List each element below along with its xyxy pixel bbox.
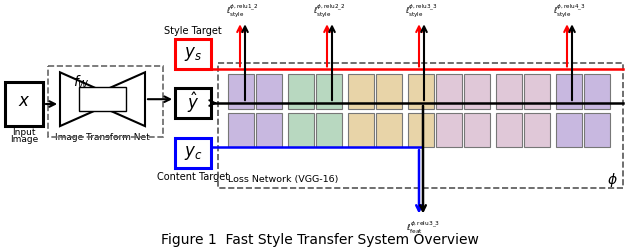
- Polygon shape: [102, 72, 145, 126]
- Text: Content Target: Content Target: [157, 172, 229, 182]
- Bar: [175, 138, 211, 168]
- Bar: [288, 113, 314, 147]
- Polygon shape: [60, 72, 102, 126]
- Text: $\ell^{\phi,\mathrm{relu3\_3}}_{\mathrm{feat}}$: $\ell^{\phi,\mathrm{relu3\_3}}_{\mathrm{…: [406, 219, 440, 236]
- Bar: [175, 88, 211, 118]
- Bar: [464, 113, 490, 147]
- Bar: [79, 87, 126, 111]
- Text: $y_c$: $y_c$: [184, 144, 202, 162]
- Bar: [376, 74, 402, 109]
- Text: $y_s$: $y_s$: [184, 45, 202, 63]
- Bar: [524, 113, 550, 147]
- Bar: [348, 74, 374, 109]
- Bar: [48, 66, 163, 137]
- Text: $x$: $x$: [18, 92, 30, 110]
- Bar: [584, 74, 610, 109]
- Bar: [436, 74, 462, 109]
- Text: Style Target: Style Target: [164, 26, 222, 36]
- Text: Input: Input: [12, 128, 36, 137]
- Bar: [218, 63, 623, 188]
- Bar: [256, 74, 282, 109]
- Text: $\ell^{\phi,\mathrm{relu1\_2}}_{\mathrm{style}}$: $\ell^{\phi,\mathrm{relu1\_2}}_{\mathrm{…: [226, 2, 259, 18]
- Text: $f_W$: $f_W$: [73, 73, 90, 90]
- Bar: [464, 74, 490, 109]
- Bar: [228, 113, 254, 147]
- Bar: [436, 113, 462, 147]
- Text: Loss Network (VGG-16): Loss Network (VGG-16): [228, 176, 339, 184]
- Bar: [496, 113, 522, 147]
- Bar: [584, 113, 610, 147]
- Text: Image Transform Net: Image Transform Net: [55, 133, 150, 142]
- Bar: [316, 74, 342, 109]
- Text: $\ell^{\phi,\mathrm{relu4\_3}}_{\mathrm{style}}$: $\ell^{\phi,\mathrm{relu4\_3}}_{\mathrm{…: [552, 2, 586, 18]
- Bar: [556, 113, 582, 147]
- Bar: [556, 74, 582, 109]
- Bar: [288, 74, 314, 109]
- Bar: [408, 74, 434, 109]
- Text: $\phi$: $\phi$: [607, 171, 618, 189]
- Bar: [408, 113, 434, 147]
- Bar: [524, 74, 550, 109]
- Text: $\ell^{\phi,\mathrm{relu3\_3}}_{\mathrm{style}}$: $\ell^{\phi,\mathrm{relu3\_3}}_{\mathrm{…: [404, 2, 438, 18]
- Text: Image: Image: [10, 135, 38, 144]
- Bar: [316, 113, 342, 147]
- Text: $\ell^{\phi,\mathrm{relu2\_2}}_{\mathrm{style}}$: $\ell^{\phi,\mathrm{relu2\_2}}_{\mathrm{…: [312, 2, 346, 18]
- Text: Figure 1  Fast Style Transfer System Overview: Figure 1 Fast Style Transfer System Over…: [161, 233, 479, 247]
- Bar: [256, 113, 282, 147]
- Bar: [376, 113, 402, 147]
- Bar: [496, 74, 522, 109]
- Bar: [348, 113, 374, 147]
- Bar: [228, 74, 254, 109]
- Bar: [5, 82, 43, 126]
- Text: $\hat{y}$: $\hat{y}$: [187, 91, 199, 115]
- Bar: [175, 39, 211, 70]
